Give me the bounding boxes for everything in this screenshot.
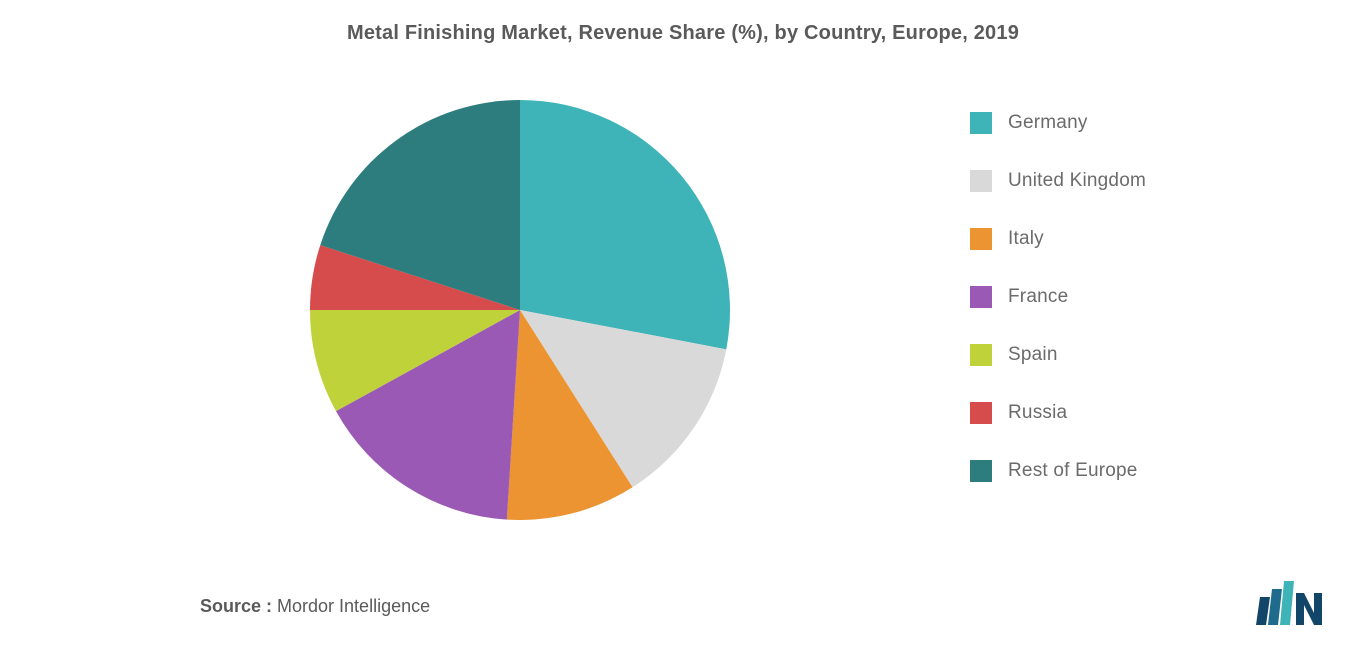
legend-item: Germany — [970, 112, 1146, 134]
legend-label: Germany — [1008, 112, 1088, 134]
legend-item: Spain — [970, 344, 1146, 366]
legend-label: Italy — [1008, 228, 1044, 250]
legend-item: Rest of Europe — [970, 460, 1146, 482]
legend-item: Italy — [970, 228, 1146, 250]
legend-swatch — [970, 344, 992, 366]
legend: Germany United Kingdom Italy France Spain Rus… — [970, 112, 1146, 482]
legend-label: Rest of Europe — [1008, 460, 1138, 482]
logo-bar — [1256, 597, 1270, 625]
legend-label: Spain — [1008, 344, 1058, 366]
legend-label: Russia — [1008, 402, 1067, 424]
legend-label: France — [1008, 286, 1068, 308]
source-citation: Source : Mordor Intelligence — [200, 596, 430, 617]
legend-item: France — [970, 286, 1146, 308]
legend-swatch — [970, 170, 992, 192]
source-value: Mordor Intelligence — [272, 596, 430, 616]
legend-swatch — [970, 112, 992, 134]
logo-bar — [1268, 589, 1282, 625]
legend-item: Russia — [970, 402, 1146, 424]
chart-title: Metal Finishing Market, Revenue Share (%… — [0, 0, 1366, 45]
pie-slice — [520, 100, 730, 349]
chart-area: Germany United Kingdom Italy France Spain Rus… — [0, 80, 1366, 560]
legend-item: United Kingdom — [970, 170, 1146, 192]
legend-swatch — [970, 460, 992, 482]
logo-bar — [1280, 581, 1294, 625]
mordor-logo — [1254, 581, 1324, 625]
pie-chart — [310, 100, 730, 520]
logo-n — [1296, 593, 1322, 625]
legend-swatch — [970, 402, 992, 424]
legend-swatch — [970, 228, 992, 250]
legend-label: United Kingdom — [1008, 170, 1146, 192]
legend-swatch — [970, 286, 992, 308]
source-label: Source : — [200, 596, 272, 616]
